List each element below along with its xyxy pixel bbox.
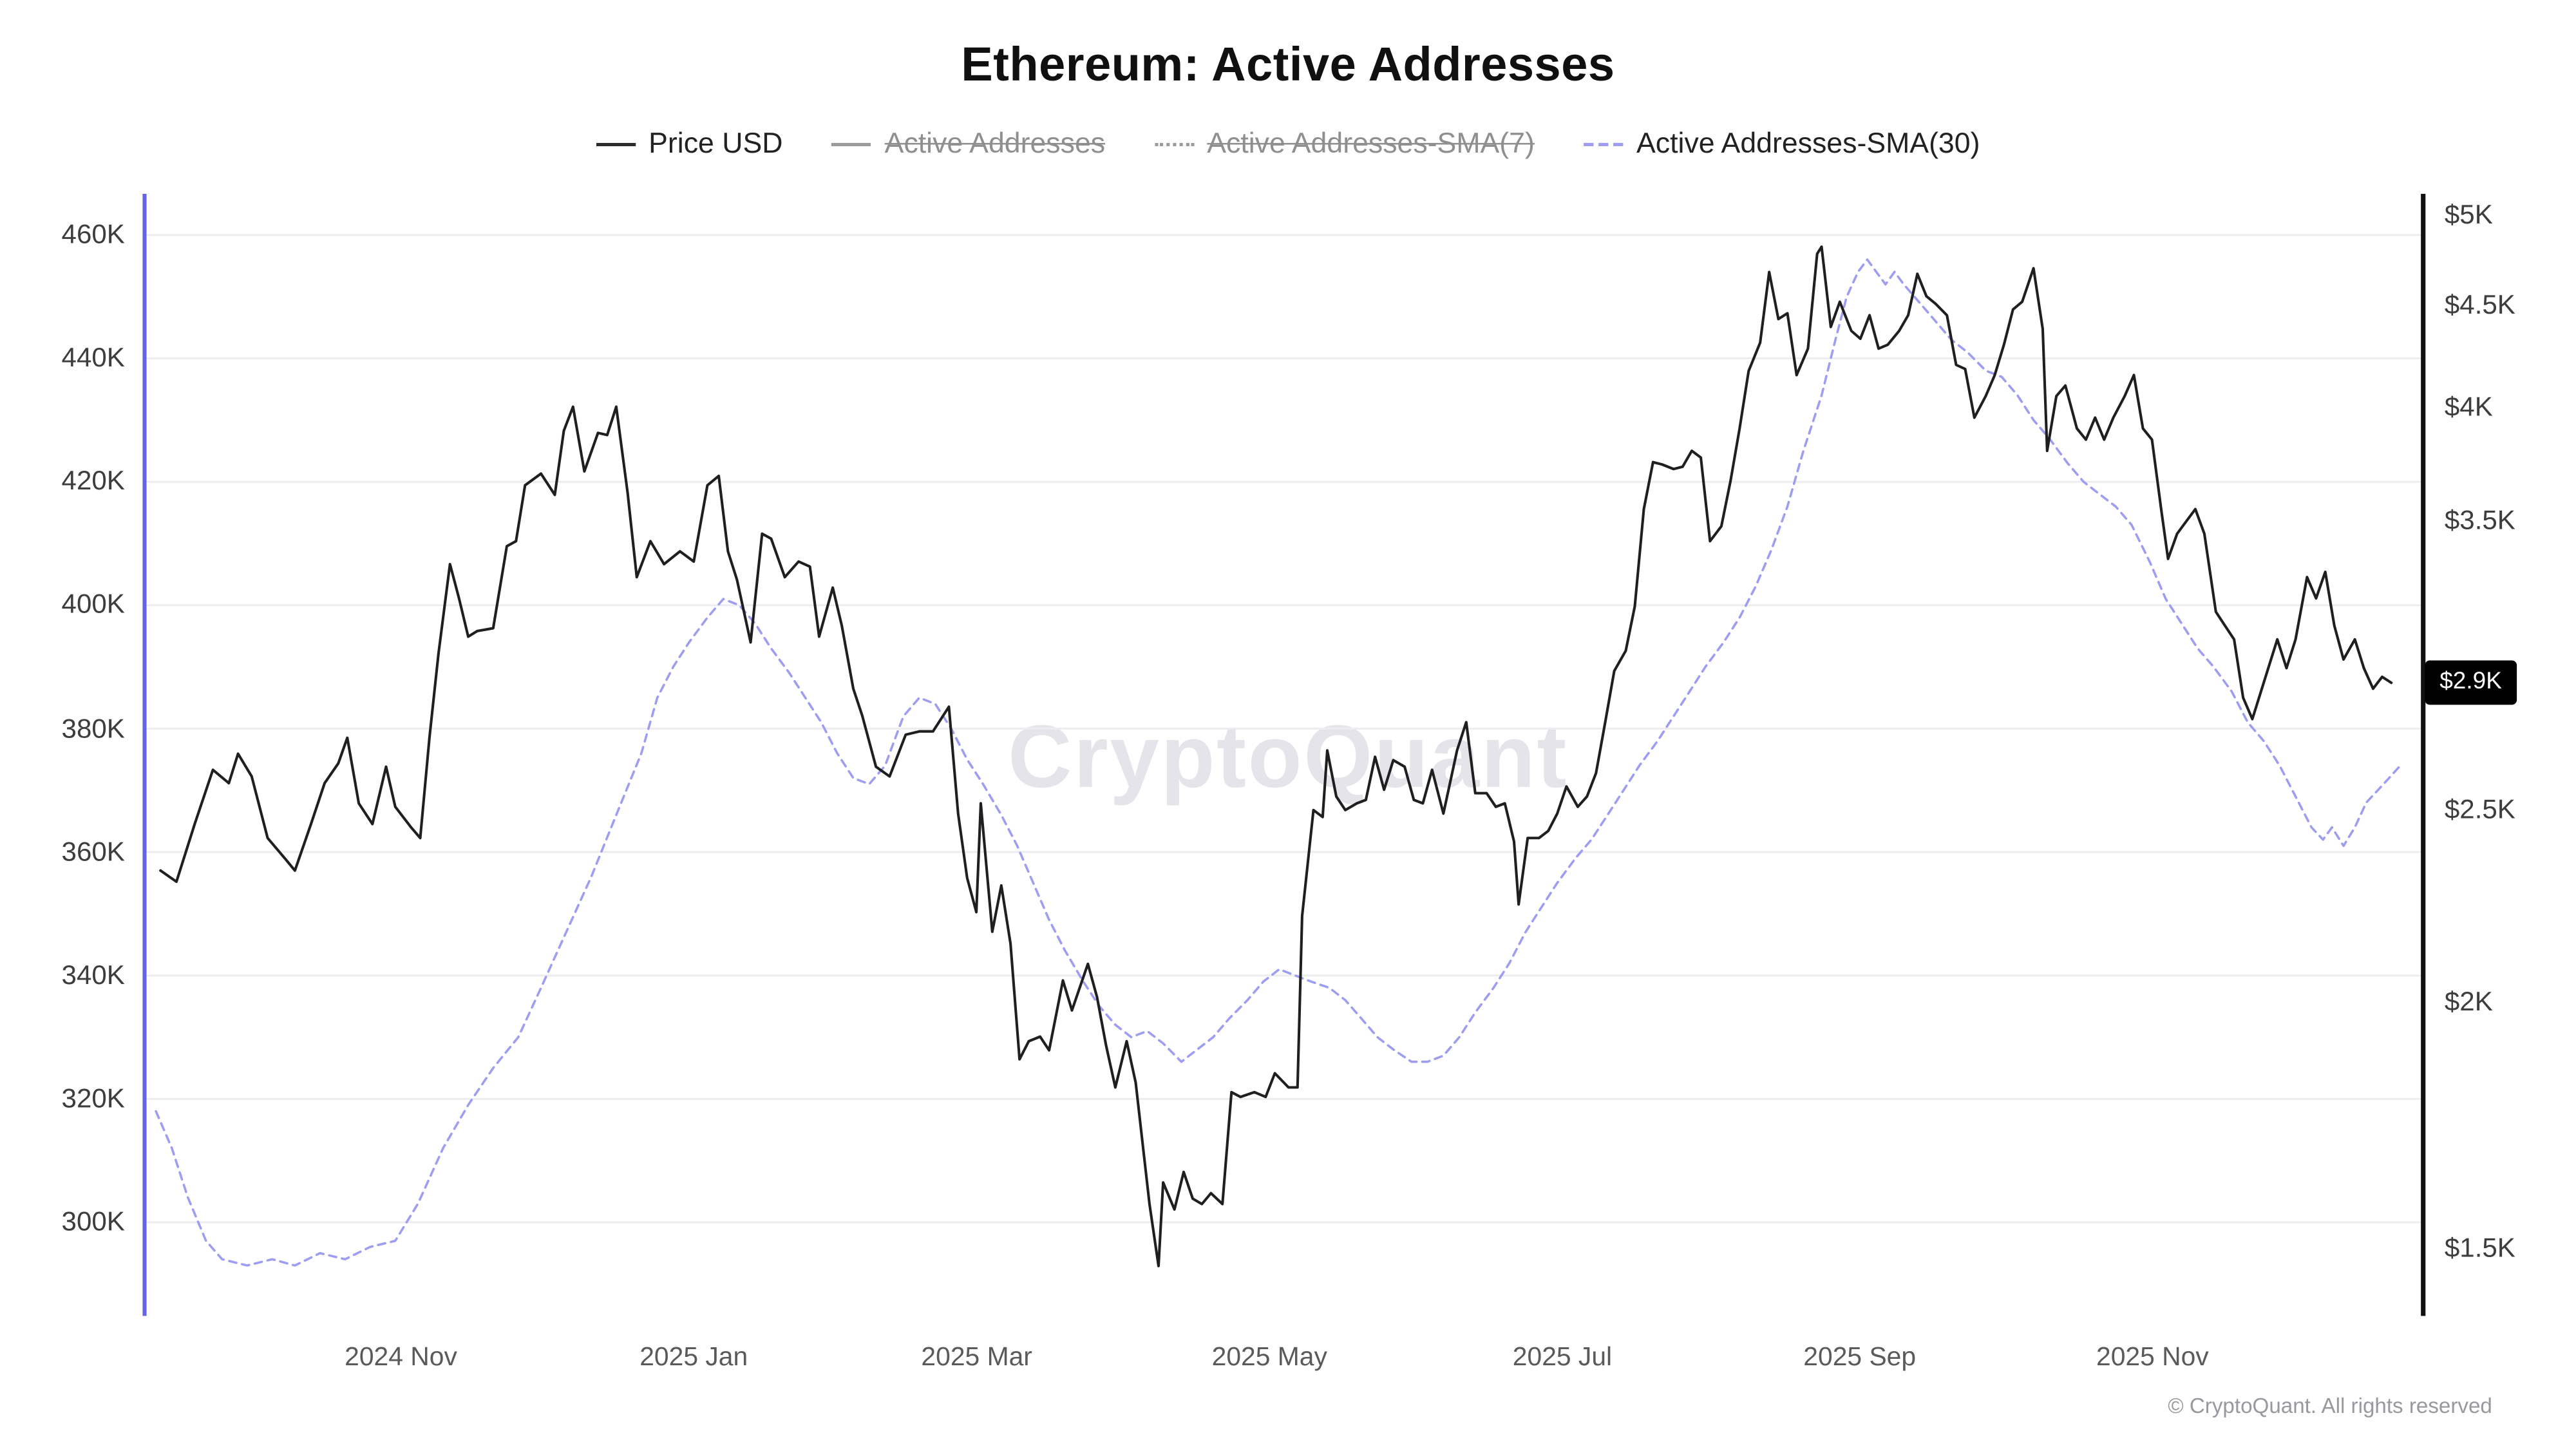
legend-label-active-addresses-sma7: Active Addresses-SMA(7): [1207, 126, 1535, 160]
active-addresses-sma30-line-marker-icon: [1584, 142, 1624, 146]
legend: Price USD Active Addresses Active Addres…: [0, 126, 2576, 161]
legend-label-active-addresses: Active Addresses: [884, 126, 1106, 160]
watermark: CryptoQuant: [1008, 708, 1568, 807]
current-price-badge: $2.9K: [2425, 660, 2517, 705]
price-usd-line: [159, 245, 2393, 1267]
active-addresses-sma30-line: [155, 258, 2402, 1267]
chart-title: Ethereum: Active Addresses: [961, 39, 1615, 92]
legend-item-price-usd[interactable]: Price USD: [596, 126, 783, 161]
active-addresses-sma7-line-marker-icon: [1154, 142, 1194, 146]
legend-item-active-addresses[interactable]: Active Addresses: [832, 126, 1105, 161]
active-addresses-line-marker-icon: [832, 142, 872, 146]
legend-label-active-addresses-sma30: Active Addresses-SMA(30): [1636, 126, 1980, 160]
price-usd-line-marker-icon: [596, 142, 636, 146]
legend-label-price-usd: Price USD: [649, 126, 783, 160]
legend-item-active-addresses-sma7[interactable]: Active Addresses-SMA(7): [1154, 126, 1535, 161]
copyright-text: © CryptoQuant. All rights reserved: [2168, 1393, 2492, 1418]
legend-item-active-addresses-sma30[interactable]: Active Addresses-SMA(30): [1584, 126, 1980, 161]
